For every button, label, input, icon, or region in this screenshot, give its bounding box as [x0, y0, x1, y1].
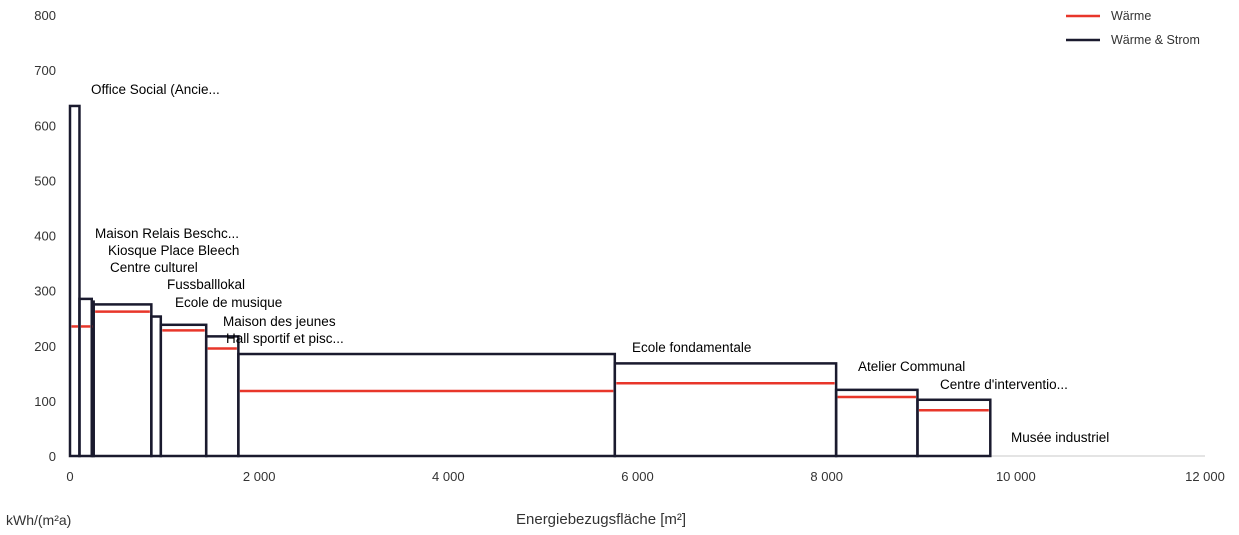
y-tick-label: 200 [34, 339, 56, 354]
bar-waerme-strom [834, 388, 919, 458]
building-label: Fussballlokal [167, 277, 245, 292]
x-axis-label: Energiebezugsfläche [m²] [516, 511, 687, 528]
building-label: Kiosque Place Bleech [108, 243, 239, 258]
y-tick-label: 500 [34, 173, 56, 188]
building-label: Centre d'interventio... [940, 377, 1068, 392]
building-label: Maison des jeunes [223, 314, 336, 329]
bar-waerme-strom [916, 398, 992, 458]
building-label: Centre culturel [110, 260, 198, 275]
bar-waerme-strom [204, 335, 240, 458]
bar-waerme-strom [150, 315, 163, 458]
building-labels: Office Social (Ancie... Maison Relais Bes… [91, 82, 1109, 445]
x-tick-label: 2 000 [243, 469, 276, 484]
y-axis-label: kWh/(m²a) [6, 512, 72, 528]
bar-waerme-strom [159, 323, 208, 458]
y-tick-label: 100 [34, 394, 56, 409]
y-tick-label: 700 [34, 63, 56, 78]
bar-waerme-strom [237, 352, 617, 458]
x-tick-label: 4 000 [432, 469, 465, 484]
y-tick-label: 400 [34, 229, 56, 244]
y-tick-label: 600 [34, 118, 56, 133]
bar-waerme-strom [613, 362, 838, 458]
building-label: Office Social (Ancie... [91, 82, 220, 97]
x-tick-label: 12 000 [1185, 469, 1225, 484]
x-axis: 0 2 000 4 000 6 000 8 000 10 000 12 000 [66, 455, 1225, 484]
bar-waerme-strom [68, 104, 81, 458]
x-tick-label: 6 000 [621, 469, 654, 484]
building-label: Hall sportif et pisc... [226, 331, 344, 346]
legend-label-waerme-strom: Wärme & Strom [1111, 33, 1200, 47]
bar-waerme-strom [78, 297, 94, 458]
legend-label-waerme: Wärme [1111, 9, 1151, 23]
building-label: Ecole de musique [175, 295, 282, 310]
building-label: Ecole fondamentale [632, 340, 751, 355]
building-label: Atelier Communal [858, 359, 965, 374]
legend: Wärme Wärme & Strom [1066, 9, 1200, 47]
x-tick-label: 8 000 [810, 469, 843, 484]
y-tick-label: 800 [34, 8, 56, 23]
bar-waerme-strom [92, 303, 153, 458]
y-tick-label: 300 [34, 284, 56, 299]
building-bars [68, 104, 992, 458]
x-tick-label: 10 000 [996, 469, 1036, 484]
y-tick-label: 0 [49, 449, 56, 464]
x-tick-label: 0 [66, 469, 73, 484]
y-axis: 0 100 200 300 400 500 600 700 800 [34, 8, 56, 464]
building-label: Musée industriel [1011, 430, 1109, 445]
building-label: Maison Relais Beschc... [95, 226, 239, 241]
